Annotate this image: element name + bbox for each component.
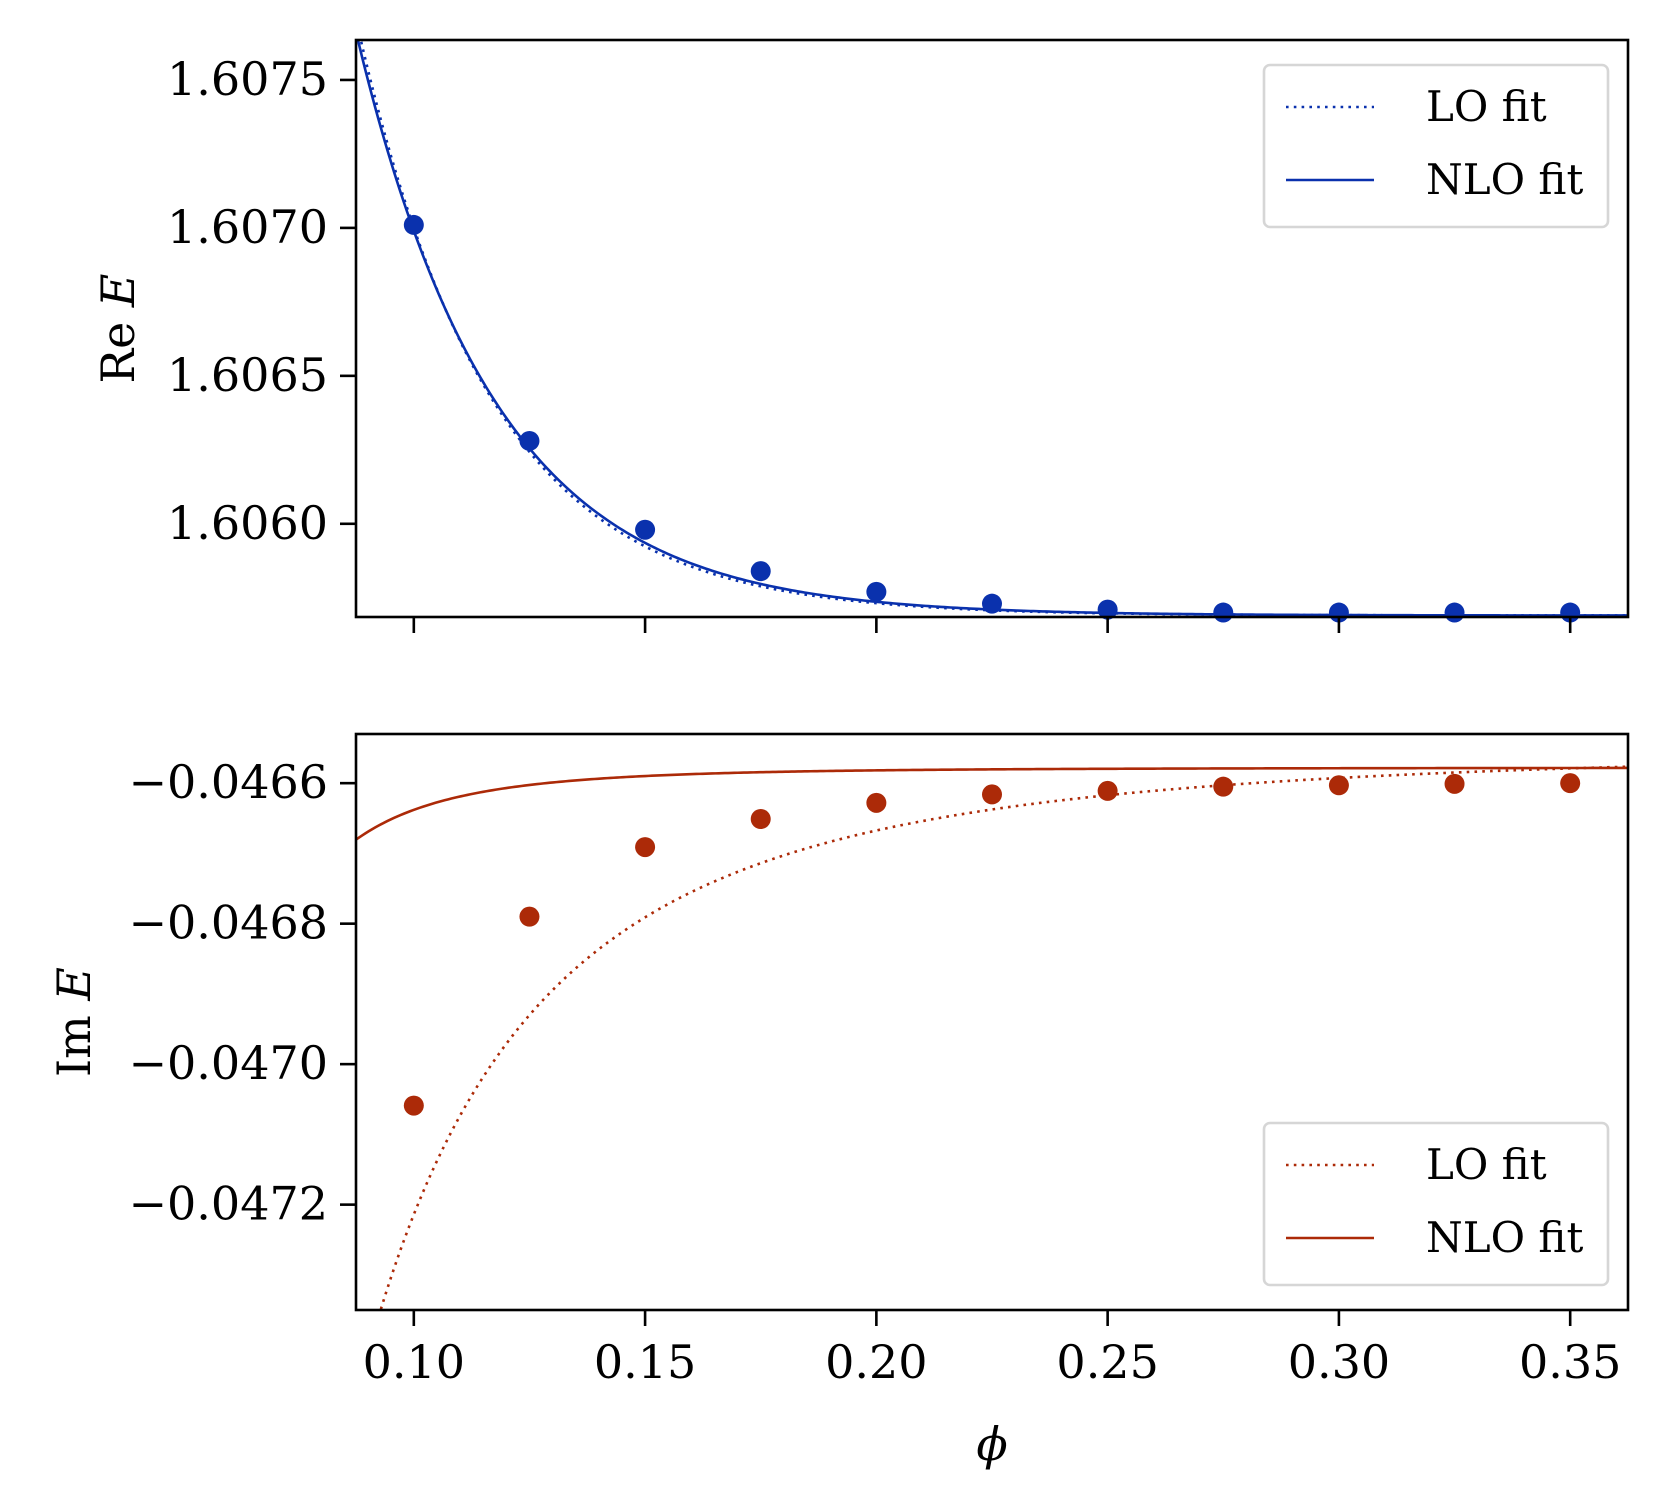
re-e-axes: 1.6060 1.6065 1.6070 1.6075 — [167, 38, 1630, 633]
re-e-ytick-label: 1.6070 — [167, 200, 328, 254]
re-e-data-point — [1213, 602, 1234, 623]
im-e-data-point — [1444, 773, 1465, 794]
im-e-data-point — [982, 784, 1002, 805]
re-e-legend-nlo-label: NLO fit — [1426, 155, 1583, 204]
im-e-nlo-fit-curve — [356, 766, 1628, 841]
im-e-data-point — [750, 808, 771, 829]
im-e-legend-nlo-label: NLO fit — [1426, 1213, 1583, 1262]
im-e-fit-lines — [356, 765, 1628, 1310]
im-e-data-point — [1097, 780, 1118, 801]
re-e-legend: LO fit NLO fit — [1262, 63, 1610, 229]
im-e-data-point — [403, 1095, 424, 1116]
im-e-axis-label-im: Im — [47, 1001, 101, 1077]
re-e-data-point — [1097, 599, 1118, 620]
im-e-data-point — [866, 792, 887, 813]
im-e-ytick-label: −0.0470 — [129, 1036, 329, 1090]
im-e-ytick-label: −0.0472 — [129, 1177, 329, 1231]
re-e-data-point — [866, 581, 887, 602]
phi-xtick-label: 0.25 — [1056, 1335, 1158, 1389]
re-e-legend-box — [1262, 63, 1610, 229]
re-e-data-point — [519, 430, 540, 451]
re-e-axis-label: Re E — [91, 273, 145, 383]
im-e-data-point — [1560, 773, 1581, 794]
phi-xtick-label: 0.10 — [363, 1335, 465, 1389]
re-e-axis-label-re: Re — [91, 307, 145, 383]
im-e-plot-frame — [354, 732, 1630, 1312]
re-e-plot-frame — [354, 38, 1630, 619]
im-e-data-point — [519, 906, 540, 927]
im-e-data-point — [1213, 776, 1234, 797]
phi-xtick-label: 0.35 — [1519, 1335, 1621, 1389]
im-e-axes: −0.0466 −0.0468 −0.0470 −0.0472 0.10 0.15 0.20… — [129, 732, 1630, 1389]
im-e-legend-lo-label: LO fit — [1426, 1140, 1547, 1189]
re-e-ytick-label: 1.6065 — [167, 348, 328, 402]
im-e-axis-label-e: E — [47, 967, 101, 1002]
im-e-legend: LO fit NLO fit — [1262, 1121, 1610, 1287]
im-e-lo-fit-curve — [379, 765, 1628, 1310]
re-e-ytick-label: 1.6075 — [167, 52, 328, 106]
re-e-data-point — [750, 561, 771, 582]
re-e-axis-label-e: E — [91, 273, 145, 308]
im-e-panel: −0.0466 −0.0468 −0.0470 −0.0472 0.10 0.15 0.20… — [47, 732, 1630, 1471]
im-e-legend-box — [1262, 1121, 1610, 1287]
im-e-axis-label: Im E — [47, 967, 101, 1077]
re-e-data-points — [403, 214, 1581, 623]
re-e-ytick-label: 1.6060 — [167, 496, 328, 550]
phi-axis-label: ϕ — [976, 1417, 1007, 1471]
re-e-data-point — [635, 519, 656, 540]
im-e-ytick-label: −0.0466 — [129, 755, 329, 809]
im-e-ytick-label: −0.0468 — [129, 896, 329, 950]
re-e-data-point — [1444, 602, 1465, 623]
im-e-data-point — [635, 837, 656, 858]
re-e-data-point — [403, 214, 424, 235]
im-e-data-point — [1328, 775, 1349, 796]
phi-xtick-label: 0.30 — [1288, 1335, 1390, 1389]
re-e-legend-lo-label: LO fit — [1426, 82, 1547, 131]
re-e-data-point — [982, 593, 1002, 614]
im-e-data-points — [403, 773, 1581, 1116]
phi-xtick-label: 0.15 — [594, 1335, 696, 1389]
phi-xtick-label: 0.20 — [825, 1335, 927, 1389]
